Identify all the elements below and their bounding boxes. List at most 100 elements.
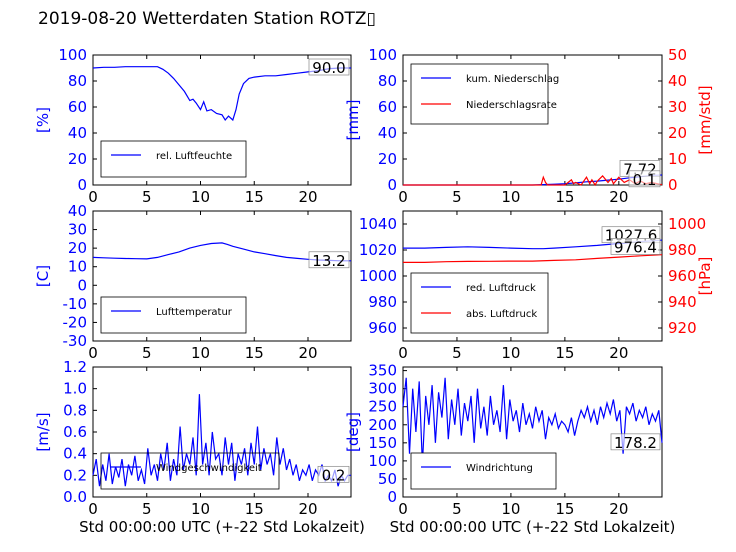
y2-tick-label-precipitation: 30 bbox=[668, 98, 687, 116]
y-tick-label-wind_speed: 1.0 bbox=[63, 380, 87, 398]
value-box-temperature: 13.2 bbox=[312, 252, 345, 270]
legend-label-wind_speed-0: Windgeschwindigkeit bbox=[156, 463, 262, 474]
legend-label-humidity-0: rel. Luftfeuchte bbox=[156, 151, 232, 162]
y2-tick-label-pressure: 1000 bbox=[668, 215, 706, 233]
legend-label-precipitation-1: Niederschlagsrate bbox=[466, 100, 557, 111]
plot-frame-humidity bbox=[92, 54, 352, 186]
y2-tick-label-precipitation: 50 bbox=[668, 46, 687, 64]
y-tick-label-wind_direction: 150 bbox=[368, 434, 397, 452]
y-tick-label-precipitation: 20 bbox=[378, 150, 397, 168]
y-axis-label-wind_direction: [deg] bbox=[344, 412, 362, 452]
x-tick-label-wind_direction: 0 bbox=[398, 500, 408, 518]
y2-axis-label-precipitation: [mm/std] bbox=[696, 85, 714, 154]
y-axis-label-precipitation: [mm] bbox=[344, 100, 362, 141]
y2-tick-label-precipitation: 20 bbox=[668, 124, 687, 142]
legend-box-temperature bbox=[100, 296, 247, 334]
x-tick-label-temperature: 5 bbox=[142, 344, 152, 362]
x-tick-label-wind_direction: 20 bbox=[609, 500, 628, 518]
x-tick-label-pressure: 20 bbox=[609, 344, 628, 362]
x-tick-label-wind_direction: 10 bbox=[501, 500, 520, 518]
y-tick-label-humidity: 80 bbox=[68, 72, 87, 90]
legend-box-pressure bbox=[410, 272, 549, 334]
series-line-pressure-1 bbox=[403, 254, 663, 263]
value-box-humidity-box bbox=[308, 58, 350, 76]
legend-label-temperature-0: Lufttemperatur bbox=[156, 307, 233, 318]
value-box-wind_direction-box bbox=[610, 433, 661, 451]
x-tick-label-precipitation: 20 bbox=[609, 188, 628, 206]
plot-frame-temperature bbox=[92, 210, 352, 342]
y2-tick-label-pressure: 940 bbox=[668, 293, 697, 311]
y-tick-label-wind_speed: 0.6 bbox=[63, 423, 87, 441]
y-tick-label-temperature: 10 bbox=[68, 258, 87, 276]
x-tick-label-humidity: 0 bbox=[88, 188, 98, 206]
x-tick-label-precipitation: 0 bbox=[398, 188, 408, 206]
y-tick-label-wind_speed: 0.4 bbox=[63, 445, 87, 463]
y-tick-label-humidity: 40 bbox=[68, 124, 87, 142]
y2-tick-label-precipitation: 40 bbox=[668, 72, 687, 90]
y-tick-label-wind_speed: 0.0 bbox=[63, 488, 87, 506]
x-tick-label-humidity: 10 bbox=[191, 188, 210, 206]
y-tick-label-precipitation: 0 bbox=[387, 176, 397, 194]
y-tick-label-pressure: 1000 bbox=[359, 267, 397, 285]
y2-tick-label-pressure: 960 bbox=[668, 267, 697, 285]
y-tick-label-humidity: 100 bbox=[58, 46, 87, 64]
y-axis-label-temperature: [C] bbox=[34, 265, 52, 287]
y2-axis-label-pressure: [hPa] bbox=[696, 257, 714, 296]
y-tick-label-wind_direction: 300 bbox=[368, 380, 397, 398]
y-tick-label-wind_speed: 0.8 bbox=[63, 401, 87, 419]
x-axis-label-wind_direction: Std 00:00:00 UTC (+-22 Std Lokalzeit) bbox=[390, 518, 676, 536]
series-line-humidity-0 bbox=[92, 66, 351, 122]
y2-tick-label-precipitation: 0 bbox=[668, 176, 678, 194]
x-tick-label-pressure: 15 bbox=[555, 344, 574, 362]
y-tick-label-pressure: 1040 bbox=[359, 215, 397, 233]
x-tick-label-pressure: 10 bbox=[501, 344, 520, 362]
x-tick-label-temperature: 20 bbox=[298, 344, 317, 362]
value-box-wind_speed-box bbox=[317, 465, 350, 483]
plot-frame-wind_direction bbox=[402, 366, 663, 498]
x-tick-label-wind_speed: 0 bbox=[88, 500, 98, 518]
value-box-temperature-box bbox=[308, 251, 350, 269]
y-tick-label-wind_direction: 200 bbox=[368, 416, 397, 434]
y-tick-label-temperature: 40 bbox=[68, 202, 87, 220]
x-tick-label-wind_speed: 5 bbox=[142, 500, 152, 518]
y-tick-label-wind_direction: 250 bbox=[368, 398, 397, 416]
y-tick-label-humidity: 60 bbox=[68, 98, 87, 116]
y-tick-label-precipitation: 60 bbox=[378, 98, 397, 116]
value-box-wind_speed: 0.2 bbox=[322, 466, 346, 484]
x-tick-label-humidity: 15 bbox=[245, 188, 264, 206]
legend-box-precipitation bbox=[410, 63, 549, 125]
y-tick-label-temperature: 30 bbox=[68, 221, 87, 239]
legend-box-humidity bbox=[100, 140, 247, 178]
y-tick-label-wind_speed: 0.2 bbox=[63, 466, 87, 484]
legend-label-pressure-0: red. Luftdruck bbox=[466, 283, 536, 294]
y-tick-label-temperature: 20 bbox=[68, 239, 87, 257]
x-tick-label-precipitation: 15 bbox=[555, 188, 574, 206]
x-tick-label-humidity: 20 bbox=[298, 188, 317, 206]
x-tick-label-temperature: 10 bbox=[191, 344, 210, 362]
y2-tick-label-precipitation: 10 bbox=[668, 150, 687, 168]
x-tick-label-humidity: 5 bbox=[142, 188, 152, 206]
y-tick-label-humidity: 20 bbox=[68, 150, 87, 168]
y-tick-label-precipitation: 100 bbox=[368, 46, 397, 64]
y-tick-label-wind_speed: 1.2 bbox=[63, 358, 87, 376]
y2-tick-label-pressure: 920 bbox=[668, 319, 697, 337]
x-axis-label-wind_speed: Std 00:00:00 UTC (+-22 Std Lokalzeit) bbox=[79, 518, 365, 536]
y-tick-label-humidity: 0 bbox=[77, 176, 87, 194]
y-tick-label-temperature: -10 bbox=[63, 295, 88, 313]
value-box2-pressure-box bbox=[610, 238, 661, 255]
x-tick-label-temperature: 0 bbox=[88, 344, 98, 362]
legend-box-wind_speed bbox=[100, 452, 280, 490]
y-tick-label-precipitation: 40 bbox=[378, 124, 397, 142]
legend-label-pressure-1: abs. Luftdruck bbox=[466, 309, 537, 320]
y-tick-label-wind_direction: 50 bbox=[378, 470, 397, 488]
value-box-wind_direction: 178.2 bbox=[614, 434, 657, 452]
series-line-temperature-0 bbox=[92, 242, 351, 262]
x-tick-label-wind_speed: 10 bbox=[191, 500, 210, 518]
x-tick-label-wind_direction: 15 bbox=[555, 500, 574, 518]
x-tick-label-wind_speed: 20 bbox=[298, 500, 317, 518]
x-tick-label-wind_speed: 15 bbox=[245, 500, 264, 518]
y-tick-label-precipitation: 80 bbox=[378, 72, 397, 90]
x-tick-label-pressure: 0 bbox=[398, 344, 408, 362]
legend-label-precipitation-0: kum. Niederschlag bbox=[466, 74, 559, 85]
x-tick-label-precipitation: 5 bbox=[452, 188, 462, 206]
